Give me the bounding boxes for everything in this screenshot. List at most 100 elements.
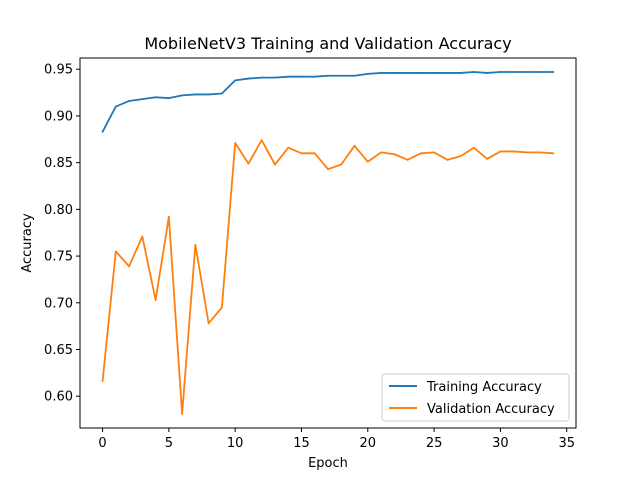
y-tick-label: 0.65 [44, 343, 73, 358]
validation-point [207, 322, 210, 325]
training-point [327, 74, 329, 77]
training-point [340, 74, 343, 77]
validation-point [101, 380, 104, 383]
y-axis: 0.60 0.65 0.70 0.75 0.80 0.85 0.90 0.95 [44, 63, 80, 405]
validation-point [446, 158, 449, 161]
validation-point [260, 139, 263, 142]
validation-point [141, 235, 144, 238]
validation-point [247, 162, 250, 165]
y-tick-label: 0.70 [44, 296, 73, 311]
legend-box [381, 373, 570, 422]
validation-point [327, 168, 329, 171]
validation-point [221, 306, 223, 309]
validation-point [181, 413, 184, 415]
chart-title: MobileNetV3 Training and Validation Accu… [144, 34, 511, 53]
legend-label-training: Training Accuracy [426, 380, 542, 395]
validation-point [340, 163, 343, 166]
training-point [539, 71, 542, 73]
y-tick-label: 0.60 [44, 390, 73, 405]
y-tick-label: 0.85 [44, 156, 73, 171]
validation-point [419, 152, 422, 155]
y-tick-label: 0.95 [44, 63, 73, 78]
validation-point [114, 250, 117, 253]
x-tick-label: 5 [165, 436, 173, 451]
validation-point [512, 150, 515, 153]
x-axis: 0 5 10 15 20 25 30 35 [98, 428, 575, 451]
x-tick-label: 0 [98, 436, 106, 451]
validation-point [393, 153, 396, 156]
validation-point [234, 142, 237, 144]
training-point [419, 72, 422, 74]
training-point [274, 76, 276, 79]
validation-point [313, 152, 316, 155]
validation-point [380, 151, 382, 154]
validation-point [167, 215, 170, 218]
training-point [300, 75, 303, 78]
validation-point [300, 152, 303, 155]
training-point [486, 72, 489, 74]
validation-point [128, 265, 130, 268]
y-axis-label: Accuracy [20, 213, 35, 273]
validation-point [552, 152, 555, 155]
validation-point [539, 151, 542, 154]
validation-point [194, 243, 197, 246]
training-point [128, 100, 130, 102]
training-point [552, 71, 555, 73]
series-lines [101, 71, 555, 415]
legend: Training Accuracy Validation Accuracy [381, 373, 570, 422]
validation-point [353, 144, 356, 147]
training-point [101, 130, 104, 133]
y-tick-label: 0.75 [44, 250, 73, 265]
validation-point [274, 163, 276, 166]
training-point [141, 98, 144, 101]
training-point [167, 97, 170, 100]
validation-point [526, 151, 528, 154]
training-point [194, 93, 197, 96]
validation-point [499, 150, 502, 153]
training-point [313, 75, 316, 78]
validation-point [406, 158, 409, 161]
legend-label-validation: Validation Accuracy [427, 402, 555, 417]
validation-point [486, 158, 489, 160]
x-tick-label: 30 [492, 436, 509, 451]
validation-point [366, 160, 369, 163]
series-line-validation [101, 139, 554, 415]
plot-frame [79, 57, 577, 429]
x-tick-label: 15 [293, 436, 310, 451]
series-line-training [101, 71, 554, 133]
training-point [260, 76, 263, 79]
training-point [472, 71, 475, 73]
validation-point [459, 155, 462, 158]
x-tick-label: 25 [426, 436, 443, 451]
training-point [207, 93, 210, 96]
training-point [526, 71, 528, 73]
training-point [234, 79, 237, 82]
validation-point [433, 151, 435, 154]
x-axis-label: Epoch [308, 456, 348, 471]
training-point [499, 71, 502, 73]
training-point [353, 74, 356, 77]
x-tick-label: 20 [360, 436, 377, 451]
training-point [114, 105, 117, 108]
training-point [459, 72, 462, 74]
training-point [406, 72, 409, 74]
training-point [287, 75, 290, 78]
training-point [393, 72, 396, 74]
training-point [512, 71, 515, 73]
training-point [446, 72, 449, 74]
training-point [366, 72, 369, 75]
training-point [380, 72, 382, 74]
y-tick-label: 0.80 [44, 203, 73, 218]
validation-point [287, 146, 290, 149]
x-tick-label: 10 [227, 436, 244, 451]
y-tick-label: 0.90 [44, 109, 73, 124]
validation-point [154, 299, 157, 301]
training-point [154, 96, 157, 99]
training-point [433, 72, 435, 74]
validation-point [472, 146, 475, 149]
training-point [181, 94, 184, 97]
x-tick-label: 35 [558, 436, 575, 451]
training-point [221, 92, 223, 95]
training-point [247, 77, 250, 80]
